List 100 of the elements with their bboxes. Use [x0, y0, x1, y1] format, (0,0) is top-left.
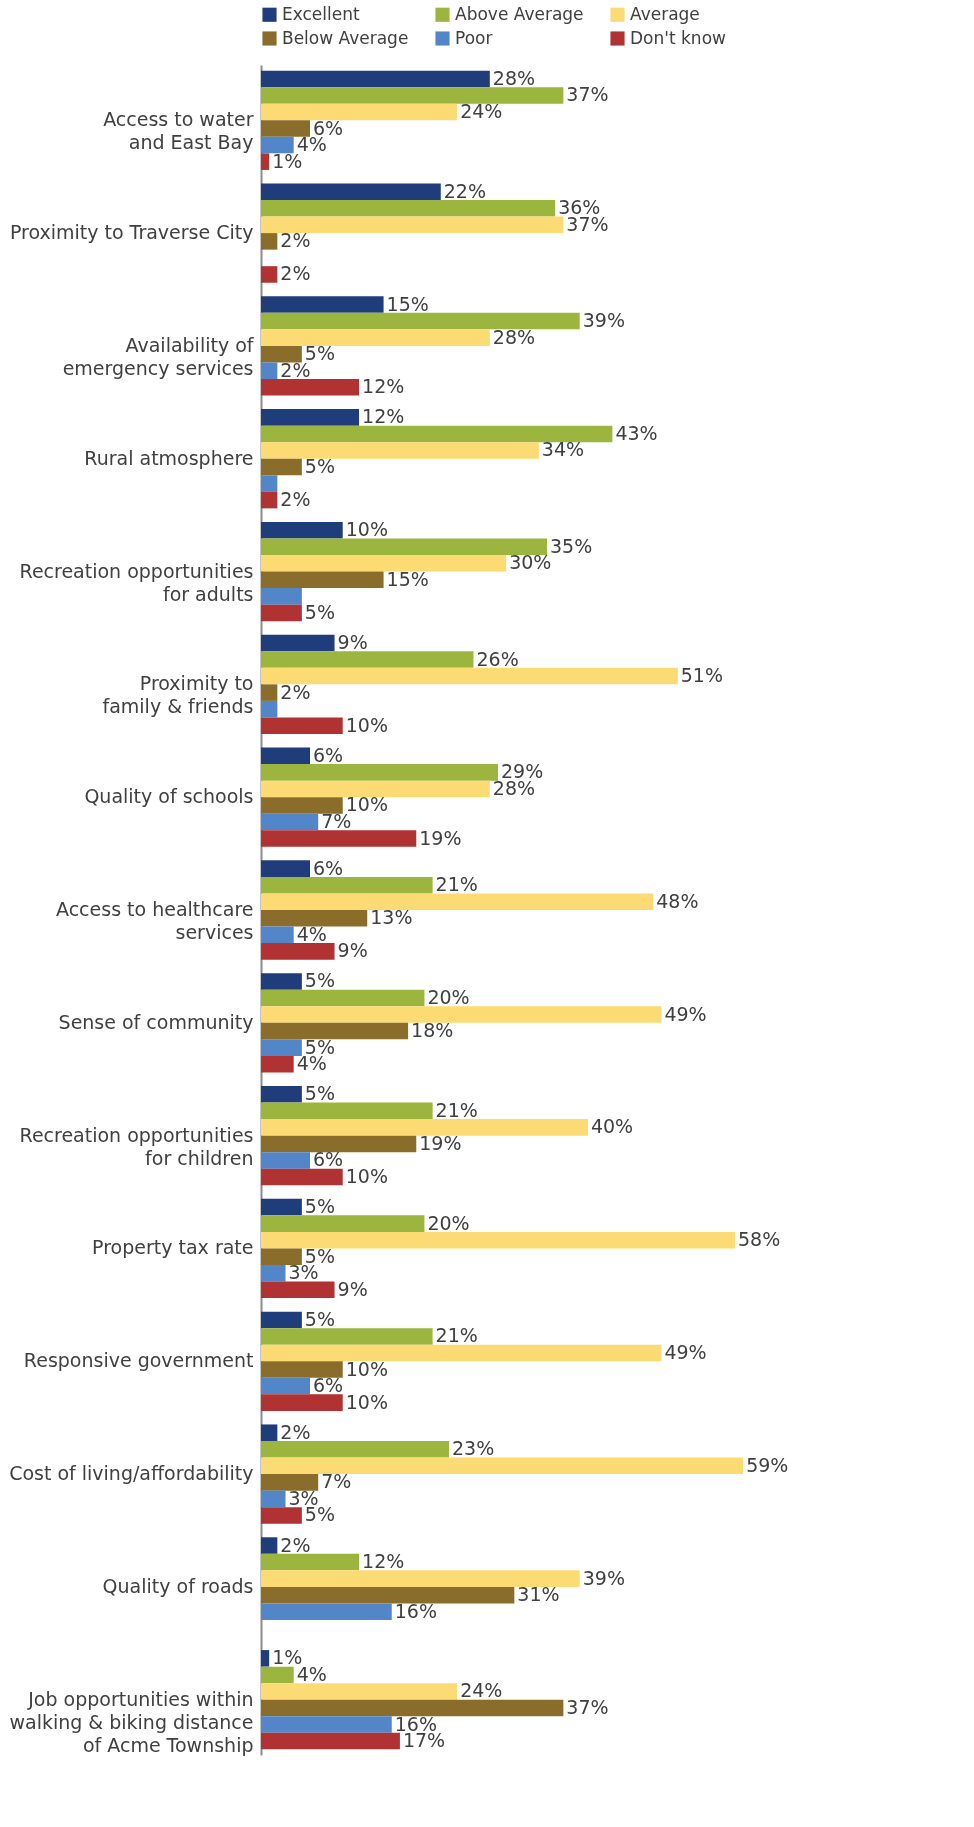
data-label: 19%: [419, 1131, 462, 1154]
data-label: 10%: [345, 1165, 388, 1187]
data-label: 5%: [304, 1195, 336, 1218]
bar: [261, 700, 278, 718]
data-label: 21%: [435, 1324, 478, 1347]
data-label: 12%: [362, 375, 405, 398]
bar: [261, 1507, 302, 1524]
bar: [261, 973, 302, 990]
data-label: 4%: [296, 922, 327, 945]
bar: [261, 1440, 449, 1458]
data-label: 34%: [541, 438, 585, 461]
y-tick-label: Recreation opportunities for children: [19, 1123, 254, 1169]
data-label: 28%: [492, 66, 536, 89]
legend-label: Excellent: [282, 3, 360, 24]
legend-label: Poor: [455, 27, 493, 48]
data-label: 39%: [582, 309, 625, 332]
bar: [261, 667, 678, 685]
bar: [261, 813, 319, 831]
y-tick-label: Recreation opportunities for adults: [19, 559, 254, 605]
legend-label: Above Average: [455, 3, 584, 24]
bar: [261, 216, 564, 234]
bar: [261, 1716, 392, 1733]
data-label: 15%: [386, 567, 429, 590]
bar: [261, 1361, 343, 1378]
bar: [261, 296, 384, 313]
y-tick-label: Rural atmosphere: [84, 446, 254, 469]
bar: [261, 103, 458, 121]
data-label: 6%: [313, 1374, 344, 1397]
legend-label: Average: [630, 3, 700, 24]
data-label: 10%: [345, 1390, 388, 1413]
bar: [261, 989, 425, 1007]
data-label: 31%: [517, 1583, 560, 1606]
data-label: 5%: [304, 1307, 336, 1330]
data-label: 21%: [435, 873, 478, 896]
bar: [261, 780, 490, 798]
y-tick-label: Access to healthcare services: [55, 898, 254, 943]
bar: [261, 943, 335, 960]
data-label: 2%: [280, 229, 311, 252]
bar: [261, 747, 311, 765]
data-label: 7%: [321, 1470, 352, 1493]
bar: [261, 588, 302, 605]
bar: [261, 312, 580, 330]
bar: [261, 555, 507, 572]
data-label: 12%: [362, 1550, 405, 1573]
y-tick-label: Property tax rate: [92, 1236, 254, 1259]
bar: [261, 1553, 360, 1571]
data-label: 6%: [313, 1148, 344, 1171]
data-label: 49%: [664, 1002, 707, 1025]
bar: [261, 651, 474, 668]
y-tick-label: Quality of roads: [102, 1574, 254, 1597]
bar: [261, 70, 490, 88]
bar: [261, 136, 294, 154]
data-label: 9%: [337, 939, 368, 962]
data-label: 51%: [680, 664, 723, 687]
y-tick-label: Availability of emergency services: [62, 333, 255, 379]
bar: [261, 1135, 417, 1153]
bar: [261, 634, 335, 652]
data-label: 37%: [566, 83, 609, 106]
data-label: 6%: [313, 743, 344, 766]
bar: [261, 1424, 278, 1441]
data-label: 1%: [272, 1646, 303, 1669]
y-tick-label: Proximity to family & friends: [102, 672, 254, 718]
bar: [261, 200, 556, 217]
bar: [261, 1570, 580, 1587]
legend-label: Below Average: [282, 27, 409, 48]
bar: [261, 475, 278, 492]
bar: [261, 1265, 286, 1282]
data-label: 28%: [492, 325, 536, 348]
bar: [261, 1231, 735, 1249]
y-tick-label: Access to water and East Bay: [103, 108, 254, 154]
bar: [261, 1666, 294, 1684]
data-label: 58%: [737, 1228, 781, 1251]
bar: [261, 1039, 302, 1056]
data-label: 49%: [664, 1341, 707, 1363]
bar: [261, 1055, 294, 1073]
bar: [261, 538, 548, 555]
bar: [261, 1311, 302, 1329]
data-label: 15%: [386, 292, 429, 315]
bar: [261, 1457, 744, 1475]
data-label: 13%: [370, 906, 413, 929]
data-label: 30%: [509, 551, 552, 574]
bar: [261, 1603, 392, 1620]
y-tick-label: Job opportunities within walking & biking distance of Acme Township: [9, 1687, 254, 1756]
data-label: 23%: [451, 1437, 495, 1460]
data-label: 5%: [304, 1082, 336, 1105]
data-label: 20%: [427, 1211, 470, 1234]
bar: [261, 1215, 425, 1232]
bar: [261, 87, 564, 104]
data-label: 19%: [419, 826, 462, 849]
bar: [261, 409, 360, 426]
bar: [261, 1732, 400, 1750]
bar: [261, 910, 368, 927]
bar: [261, 1281, 335, 1299]
data-label: 9%: [337, 631, 368, 653]
bar: [261, 1119, 588, 1136]
data-label: 24%: [460, 100, 503, 123]
bar: [261, 345, 302, 363]
bar: [261, 379, 360, 396]
data-label: 10%: [345, 1357, 388, 1380]
data-label: 26%: [476, 647, 519, 670]
